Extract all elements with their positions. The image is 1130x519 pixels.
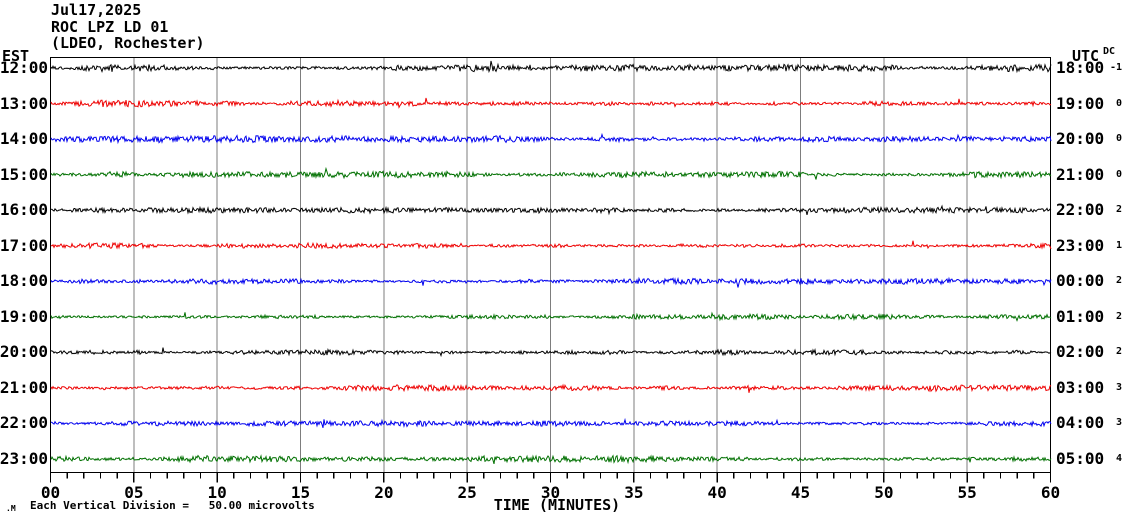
seismogram-trace: [50, 454, 1052, 465]
x-tick-label: 30: [540, 483, 561, 502]
x-tick-label: 15: [290, 483, 311, 502]
est-header: EST: [2, 47, 30, 65]
dc-value: 1: [1115, 239, 1122, 251]
est-time-label: 14:00: [0, 129, 48, 149]
title-date: Jul17,2025: [51, 1, 142, 19]
est-time-label: 18:00: [0, 271, 48, 291]
x-tick-label: 35: [624, 483, 644, 502]
est-time-label: 16:00: [0, 200, 48, 220]
x-tick-label: 55: [957, 483, 977, 502]
dc-value: -1: [1109, 62, 1122, 73]
dc-value: 3: [1115, 381, 1122, 393]
x-tick-label: 25: [457, 483, 477, 502]
seismogram-trace: [50, 204, 1052, 216]
seismogram-trace: [50, 97, 1052, 109]
dc-value: 2: [1115, 346, 1122, 358]
x-tick-label: 50: [874, 483, 894, 502]
est-time-label: 21:00: [0, 377, 48, 397]
est-time-label: 20:00: [0, 342, 48, 362]
utc-time-label: 23:00: [1056, 235, 1105, 255]
est-time-label: 12:00: [0, 58, 48, 77]
x-tick-label: 00: [40, 483, 61, 502]
title-network: (LDEO, Rochester): [51, 34, 205, 52]
seismogram-trace: [50, 60, 1052, 74]
dc-value: 4: [1115, 453, 1122, 464]
est-time-label: 23:00: [0, 449, 48, 468]
x-tick-label: 45: [790, 483, 811, 502]
title-station: ROC LPZ LD 01: [51, 18, 169, 36]
x-axis-label: TIME (MINUTES): [493, 496, 621, 514]
seismogram-trace: [50, 276, 1052, 288]
utc-time-label: 00:00: [1056, 271, 1105, 291]
dc-value: 0: [1115, 97, 1122, 109]
est-time-label: 15:00: [0, 164, 48, 184]
dc-header: DC: [1103, 46, 1116, 57]
dc-value: 3: [1115, 417, 1122, 429]
corner-mark: .M: [6, 504, 16, 513]
est-time-label: 22:00: [0, 413, 48, 433]
utc-time-label: 03:00: [1056, 377, 1105, 397]
seismogram-trace: [50, 240, 1052, 250]
utc-time-label: 22:00: [1056, 200, 1105, 220]
seismogram-trace: [50, 166, 1052, 180]
x-tick-label: 05: [124, 483, 144, 502]
est-time-label: 17:00: [0, 235, 48, 255]
x-tick-label: 60: [1040, 483, 1061, 502]
seismogram-trace: [50, 347, 1052, 358]
utc-time-label: 19:00: [1056, 93, 1105, 113]
x-tick-label: 20: [374, 483, 394, 502]
utc-header: UTC: [1072, 47, 1100, 65]
utc-time-label: 04:00: [1056, 413, 1105, 433]
x-tick-label: 10: [207, 483, 227, 502]
est-time-label: 19:00: [0, 306, 48, 326]
vertical-division-note: Each Vertical Division = 50.00 microvolt…: [30, 499, 315, 512]
seismogram-trace: [50, 383, 1052, 393]
seismogram-trace: [50, 417, 1052, 428]
utc-time-label: 05:00: [1056, 449, 1105, 468]
dc-value: 2: [1115, 310, 1122, 322]
seismogram-trace: [50, 132, 1052, 145]
dc-value: 2: [1115, 204, 1122, 216]
x-tick-label: 40: [707, 483, 727, 502]
utc-time-label: 20:00: [1056, 129, 1105, 149]
utc-time-label: 18:00: [1056, 58, 1105, 77]
utc-time-label: 21:00: [1056, 164, 1105, 184]
utc-time-label: 01:00: [1056, 306, 1105, 326]
dc-value: 0: [1115, 133, 1122, 145]
utc-time-label: 02:00: [1056, 342, 1105, 362]
seismogram-trace: [50, 311, 1052, 322]
dc-value: 2: [1115, 275, 1122, 287]
dc-value: 0: [1115, 168, 1122, 180]
est-time-label: 13:00: [0, 93, 48, 113]
